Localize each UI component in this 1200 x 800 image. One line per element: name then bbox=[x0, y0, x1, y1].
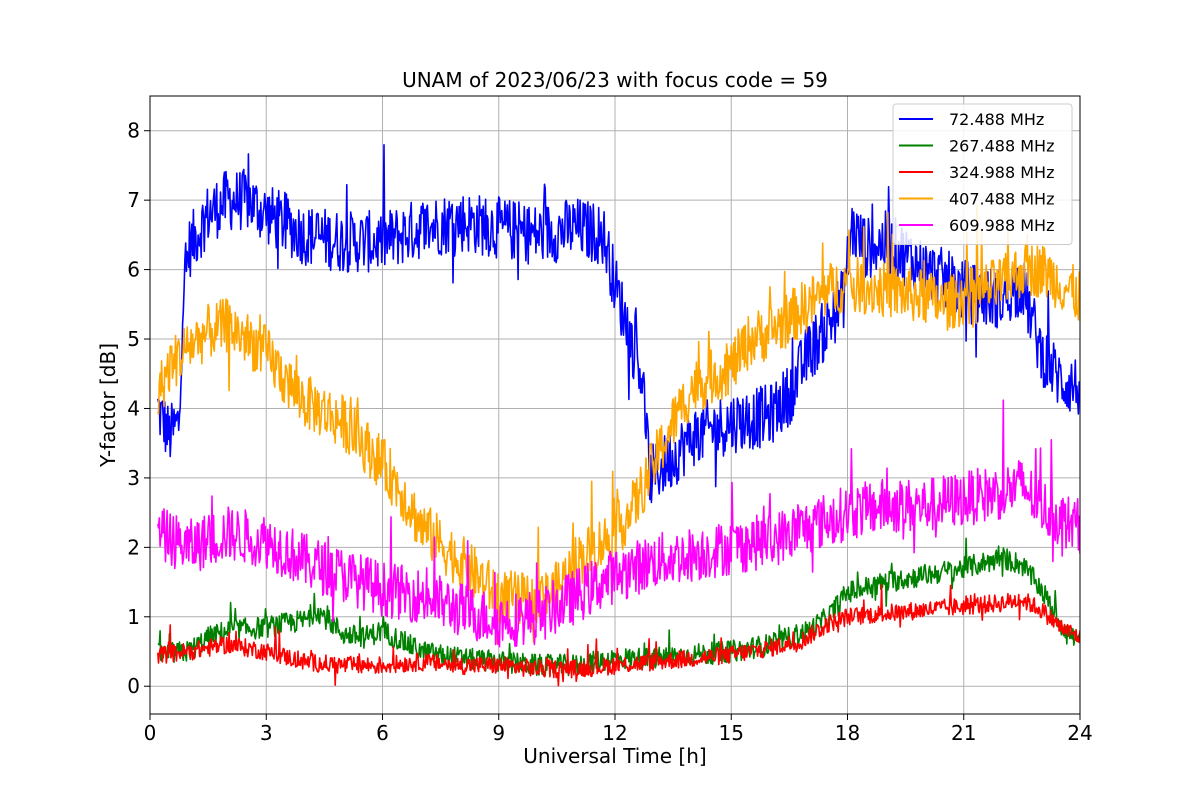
x-tick-label: 9 bbox=[492, 721, 505, 745]
legend: 72.488 MHz 267.488 MHz 324.988 MHz 407.488 … bbox=[892, 103, 1073, 245]
x-tick-label: 21 bbox=[951, 721, 976, 745]
series-line-3 bbox=[157, 203, 1080, 645]
legend-label-3: 407.488 MHz bbox=[949, 190, 1054, 209]
y-tick-label: 4 bbox=[127, 396, 140, 420]
y-tick-label: 8 bbox=[127, 119, 140, 143]
y-tick-label: 6 bbox=[127, 258, 140, 282]
series-line-0 bbox=[157, 144, 1080, 504]
x-tick-label: 18 bbox=[835, 721, 860, 745]
series-line-4 bbox=[157, 399, 1080, 648]
legend-label-1: 267.488 MHz bbox=[949, 137, 1054, 156]
y-tick-label: 1 bbox=[127, 605, 140, 629]
legend-label-4: 609.988 MHz bbox=[949, 216, 1054, 235]
x-tick-label: 15 bbox=[719, 721, 744, 745]
x-tick-label: 0 bbox=[144, 721, 157, 745]
y-axis-label: Y-factor [dB] bbox=[96, 343, 120, 468]
series-line-2 bbox=[157, 584, 1080, 687]
y-tick-label: 3 bbox=[127, 466, 140, 490]
x-tick-label: 24 bbox=[1067, 721, 1092, 745]
legend-box bbox=[892, 103, 1073, 245]
y-tick-label: 5 bbox=[127, 327, 140, 351]
x-tick-label: 12 bbox=[602, 721, 627, 745]
y-axis: 0 1 2 3 4 5 6 7 8 bbox=[127, 119, 150, 698]
y-tick-label: 2 bbox=[127, 535, 140, 559]
series-layer bbox=[157, 144, 1080, 687]
legend-label-0: 72.488 MHz bbox=[949, 110, 1044, 129]
chart-title: UNAM of 2023/06/23 with focus code = 59 bbox=[402, 68, 828, 92]
x-axis: 0 3 6 9 12 15 18 21 24 bbox=[144, 714, 1093, 745]
x-axis-label: Universal Time [h] bbox=[523, 744, 706, 768]
y-tick-label: 0 bbox=[127, 674, 140, 698]
y-tick-label: 7 bbox=[127, 188, 140, 212]
legend-label-2: 324.988 MHz bbox=[949, 163, 1054, 182]
x-tick-label: 6 bbox=[376, 721, 389, 745]
x-tick-label: 3 bbox=[260, 721, 273, 745]
